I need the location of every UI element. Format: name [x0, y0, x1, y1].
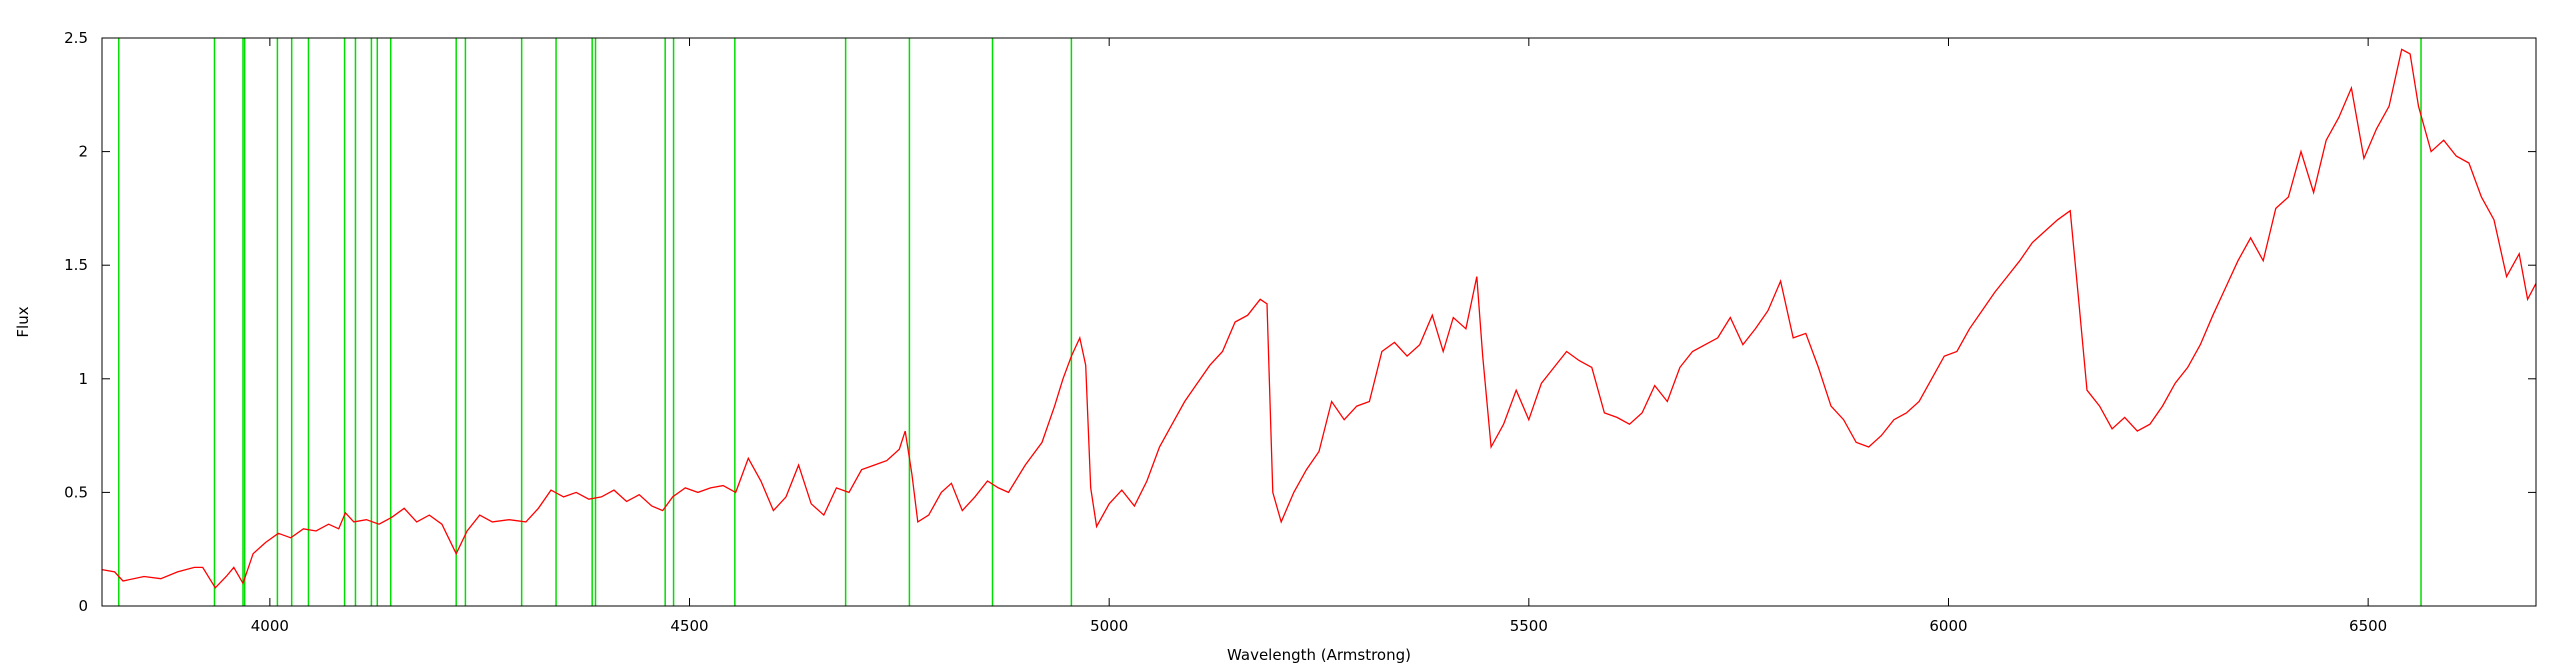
y-tick-label: 1 — [78, 370, 88, 388]
x-tick-label: 6000 — [1929, 617, 1967, 635]
x-axis-label: Wavelength (Armstrong) — [1227, 646, 1411, 664]
x-axis-ticks: 4000 4500 5000 5500 6000 6500 — [251, 38, 2387, 635]
y-axis-label: Flux — [14, 306, 32, 337]
spectrum-series-line — [101, 48, 2537, 589]
x-tick-label: 6500 — [2349, 617, 2387, 635]
x-tick-label: 4000 — [251, 617, 289, 635]
y-tick-label: 2.5 — [64, 29, 88, 47]
x-tick-label: 5000 — [1090, 617, 1128, 635]
x-tick-label: 5500 — [1510, 617, 1548, 635]
y-tick-label: 0.5 — [64, 483, 88, 501]
y-tick-label: 2 — [78, 143, 88, 161]
y-tick-label: 1.5 — [64, 256, 88, 274]
y-axis-ticks: 0 0.5 1 1.5 2 2.5 — [64, 29, 2536, 615]
y-tick-label: 0 — [78, 597, 88, 615]
plot-frame — [101, 37, 2537, 607]
x-tick-label: 4500 — [670, 617, 708, 635]
spectral-line-markers — [118, 38, 2422, 606]
